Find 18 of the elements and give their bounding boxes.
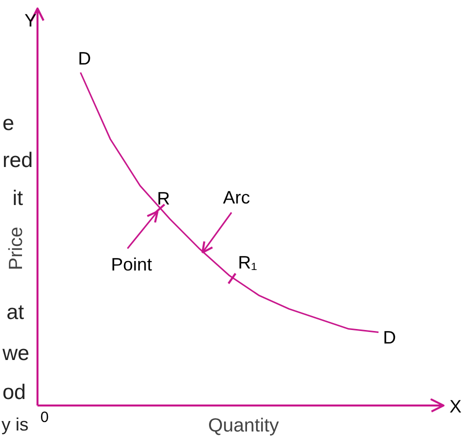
text: Y [24,10,37,30]
annotation: R₁ [238,252,258,272]
y-axis-title: Price [6,226,27,270]
text: red [2,149,33,172]
annotation: Point [110,254,152,274]
annotation: Arc [223,188,250,208]
text: y is [2,414,28,434]
text: 0 [40,409,49,426]
text: we [2,342,30,365]
text: at [6,301,24,324]
text: e [2,112,14,135]
annotation: D [383,328,396,348]
annotation: R [157,188,170,208]
text: D [78,48,91,68]
x-axis-title: Quantity [208,416,280,436]
text: it [12,187,24,210]
text: X [450,396,462,416]
text: od [2,381,26,404]
